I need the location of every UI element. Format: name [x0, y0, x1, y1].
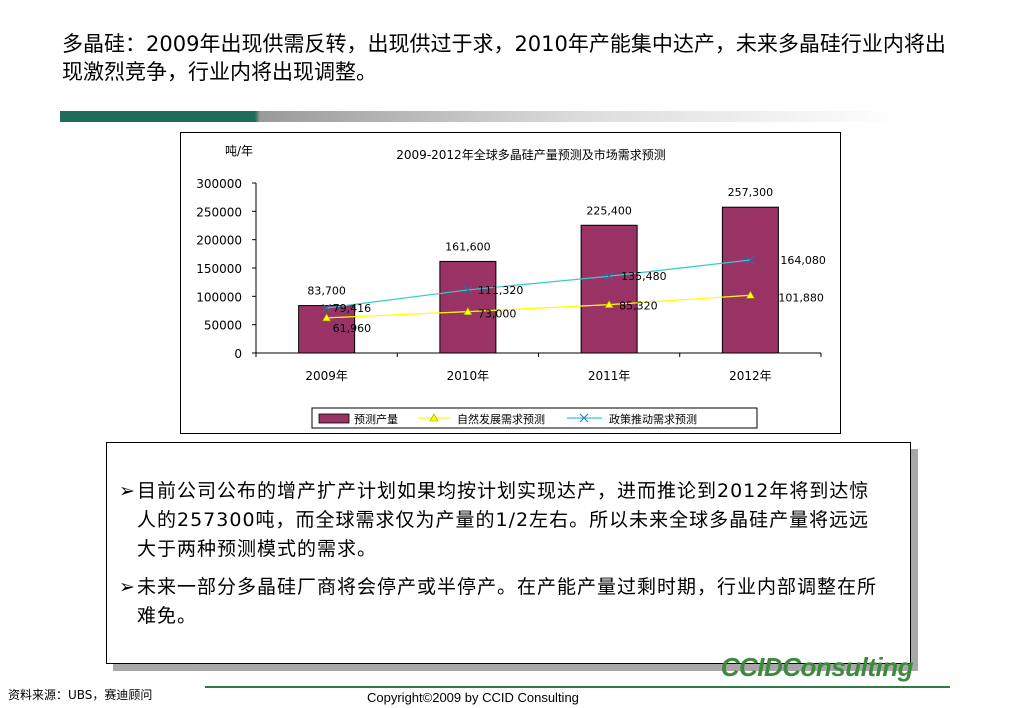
legend-box [311, 407, 758, 429]
bar [721, 206, 779, 354]
triangle-marker [745, 290, 755, 299]
triangle-marker [604, 300, 614, 308]
line-data-label: 61,960 [333, 322, 372, 335]
chart-frame: 吨/年 2009-2012年全球多晶硅产量预测及市场需求预测 300000 25000… [180, 132, 841, 434]
x-tick-label: 2009年 [305, 369, 348, 383]
x-marker [322, 303, 331, 313]
footer-divider [205, 686, 950, 688]
legend-x-marker [579, 413, 589, 423]
y-tick-label: 100000 [196, 290, 242, 304]
line-data-label: 135,480 [621, 270, 667, 283]
x-tick-label: 2010年 [447, 369, 490, 383]
y-tick-label: 0 [234, 347, 242, 361]
source-note: 资料来源：UBS，赛迪顾问 [8, 688, 153, 702]
triangle-marker [322, 313, 332, 322]
line-data-label: 164,080 [780, 254, 826, 267]
bullet-arrow-icon: ➢ [119, 480, 136, 502]
summary-textbox: ➢ 目前公司公布的增产扩产计划如果均按计划实现达产，进而推论到2012年将到达惊… [106, 442, 911, 664]
x-marker [746, 255, 755, 265]
bullet-item: ➢ 目前公司公布的增产扩产计划如果均按计划实现达产，进而推论到2012年将到达惊… [119, 477, 888, 564]
bar-data-label: 257,300 [728, 186, 774, 199]
line-data-label: 101,880 [778, 291, 824, 304]
line-data-label: 73,000 [478, 308, 517, 321]
chart-title: 2009-2012年全球多晶硅产量预测及市场需求预测 [396, 147, 665, 162]
line-data-label: 111,320 [478, 284, 524, 297]
legend-swatch-bar [318, 413, 350, 424]
legend-label: 政策推动需求预测 [609, 412, 697, 426]
bullet-arrow-icon: ➢ [119, 576, 136, 598]
decorative-gradient-bar [60, 111, 902, 122]
triangle-marker [463, 307, 473, 315]
line-data-label: 85,320 [619, 300, 658, 313]
series-line [326, 259, 751, 309]
y-tick-label: 300000 [196, 177, 242, 191]
bar-data-label: 225,400 [586, 204, 632, 217]
copyright-text: Copyright©2009 by CCID Consulting [367, 690, 579, 705]
bullet-text: 未来一部分多晶硅厂商将会停产或半停产。在产能产量过剩时期，行业内部调整在所难免。 [137, 576, 878, 627]
bar [580, 224, 638, 354]
y-tick-label: 250000 [196, 205, 242, 219]
bar-data-label: 161,600 [445, 240, 491, 253]
bullet-item: ➢ 未来一部分多晶硅厂商将会停产或半停产。在产能产量过剩时期，行业内部调整在所难… [119, 573, 888, 631]
x-tick-label: 2012年 [729, 369, 772, 383]
legend-label: 自然发展需求预测 [457, 412, 545, 426]
x-marker [463, 285, 473, 295]
y-tick-label: 150000 [196, 262, 242, 276]
x-marker [604, 271, 614, 281]
x-tick-label: 2011年 [588, 369, 631, 383]
page-title: 多晶硅：2009年出现供需反转，出现供过于求，2010年产能集中达产，未来多晶硅… [62, 32, 946, 84]
line-data-label: 79,416 [333, 302, 372, 315]
y-tick-label: 50000 [204, 319, 242, 333]
bullet-text: 目前公司公布的增产扩产计划如果均按计划实现达产，进而推论到2012年将到达惊人的… [137, 480, 870, 560]
chart-svg: 吨/年 2009-2012年全球多晶硅产量预测及市场需求预测 300000 25000… [196, 144, 826, 429]
legend-label: 预测产量 [354, 412, 398, 426]
bar-data-label: 83,700 [307, 285, 346, 298]
y-tick-label: 200000 [196, 234, 242, 248]
legend-triangle-marker [429, 413, 439, 422]
y-axis-label: 吨/年 [225, 144, 253, 158]
series-line [326, 294, 751, 319]
brand-logo: CCIDConsulting [720, 652, 914, 682]
